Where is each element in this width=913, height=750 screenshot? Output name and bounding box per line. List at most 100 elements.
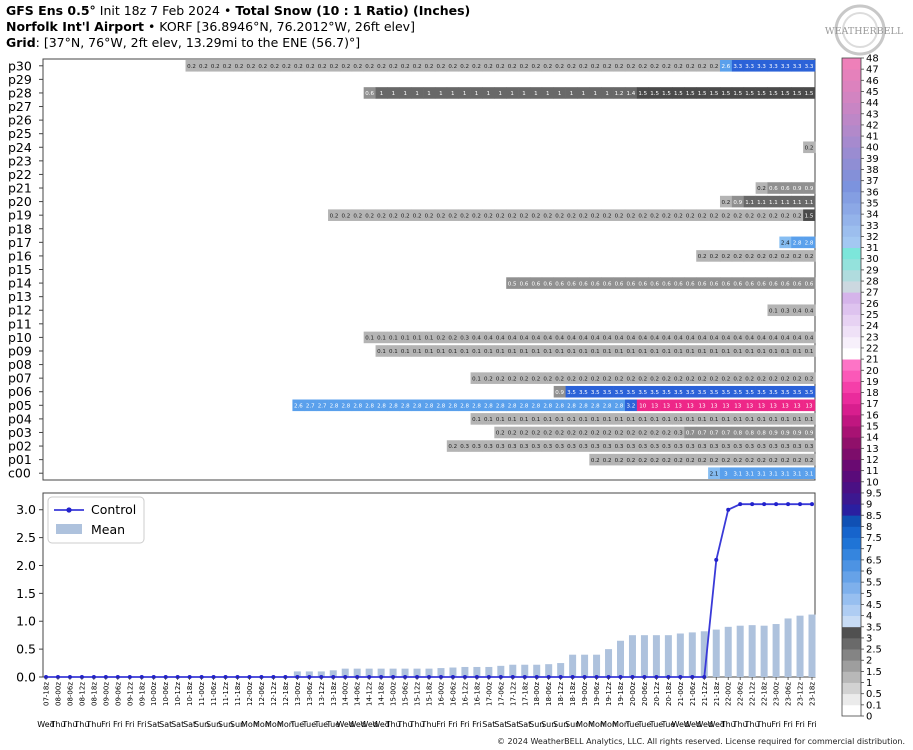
colorbar-swatch bbox=[842, 682, 861, 695]
cell-value: 0.1 bbox=[377, 349, 386, 355]
cell-value: 0.1 bbox=[472, 376, 481, 382]
cell-value: 0.1 bbox=[472, 417, 481, 423]
cell-value: 1.5 bbox=[722, 91, 731, 97]
heatmap-cell bbox=[719, 331, 733, 344]
heatmap-cell bbox=[506, 440, 519, 452]
heatmap-cell bbox=[803, 413, 816, 425]
colorbar-label: 15 bbox=[866, 422, 879, 433]
cell-value: 0.6 bbox=[520, 281, 529, 287]
heatmap-cell bbox=[458, 60, 471, 72]
cell-value: 0.3 bbox=[638, 444, 647, 450]
x-tick-label: 23-00z bbox=[773, 682, 781, 706]
heatmap-cell bbox=[672, 372, 685, 384]
heatmap-cell bbox=[589, 209, 602, 221]
cell-value: 0.2 bbox=[650, 64, 659, 70]
heatmap-cell bbox=[470, 331, 483, 344]
cell-value: 0.2 bbox=[615, 376, 624, 382]
cell-value: 0.2 bbox=[627, 376, 636, 382]
cell-value: 0.4 bbox=[722, 336, 731, 342]
mean-bar bbox=[521, 664, 529, 677]
heatmap-cell bbox=[494, 426, 507, 439]
cell-value: 1.2 bbox=[615, 91, 624, 97]
day-label: Tue bbox=[325, 720, 340, 729]
cell-value: 0.2 bbox=[532, 64, 541, 70]
cell-value: 0.2 bbox=[508, 213, 517, 219]
cell-value: 0.6 bbox=[543, 281, 552, 287]
cell-value: 2.8 bbox=[330, 404, 339, 410]
cell-value: 0.6 bbox=[757, 281, 766, 287]
heatmap-cell bbox=[577, 440, 590, 452]
heatmap-cell bbox=[434, 345, 448, 357]
row-label-c00: c00 bbox=[8, 466, 31, 481]
heatmap-cell bbox=[589, 87, 602, 99]
colorbar-label: 38 bbox=[866, 165, 879, 176]
cell-value: 0.2 bbox=[745, 376, 754, 382]
cell-value: 0.2 bbox=[401, 64, 410, 70]
cell-value: 0.6 bbox=[793, 281, 802, 287]
colorbar-swatch bbox=[842, 649, 861, 661]
colorbar-label: 42 bbox=[866, 120, 879, 131]
cell-value: 0.4 bbox=[757, 336, 766, 342]
heatmap-cell bbox=[553, 385, 566, 398]
cell-value: 0.2 bbox=[353, 64, 362, 70]
cell-value: 2.4 bbox=[781, 241, 790, 247]
heatmap-cell bbox=[577, 331, 590, 344]
cell-value: 0.2 bbox=[710, 254, 719, 260]
heatmap-cell bbox=[399, 87, 412, 99]
heatmap-cell bbox=[755, 385, 768, 398]
x-tick-label: 19-06z bbox=[593, 682, 601, 706]
cell-value: 0.2 bbox=[722, 254, 731, 260]
lower-frame bbox=[42, 492, 816, 678]
x-tick-label: 13-00z bbox=[294, 682, 302, 706]
heatmap-cell bbox=[719, 209, 733, 221]
day-label: Wed bbox=[708, 720, 725, 729]
cell-value: 0.2 bbox=[567, 213, 576, 219]
heatmap-cell bbox=[446, 345, 459, 357]
colorbar-label: 4.5 bbox=[866, 600, 882, 611]
heatmap-cell bbox=[601, 453, 614, 466]
heatmap-cell bbox=[743, 453, 756, 466]
cell-value: 0.2 bbox=[627, 213, 636, 219]
cell-value: 3.3 bbox=[769, 64, 778, 70]
heatmap-cell bbox=[601, 331, 614, 344]
colorbar-swatch bbox=[842, 147, 861, 159]
heatmap-cell bbox=[328, 209, 341, 221]
day-label: Thu bbox=[85, 720, 101, 729]
cell-value: 0.2 bbox=[389, 213, 398, 219]
colorbar-swatch bbox=[842, 426, 861, 438]
y-tick-label: 2.0 bbox=[16, 558, 36, 573]
heatmap-cell bbox=[494, 399, 507, 412]
mean-bar bbox=[736, 625, 744, 677]
heatmap-cell bbox=[660, 426, 673, 439]
cell-value: 0.2 bbox=[603, 458, 612, 464]
heatmap-cell bbox=[755, 87, 768, 99]
heatmap-cell bbox=[743, 413, 756, 425]
mean-bar bbox=[772, 624, 780, 677]
heatmap-cell bbox=[791, 277, 804, 289]
heatmap-cell bbox=[672, 87, 685, 99]
cell-value: 0.2 bbox=[520, 431, 529, 437]
cell-value: 1 bbox=[534, 91, 538, 97]
heatmap-cell bbox=[233, 60, 246, 72]
heatmap-cell bbox=[791, 87, 804, 99]
cell-value: 0.2 bbox=[769, 376, 778, 382]
heatmap-cell bbox=[541, 87, 555, 99]
cell-value: 0.3 bbox=[567, 444, 576, 450]
cell-value: 0.2 bbox=[603, 64, 612, 70]
cell-value: 2.8 bbox=[389, 404, 398, 410]
heatmap-cell bbox=[731, 413, 745, 425]
cell-value: 0.3 bbox=[603, 444, 612, 450]
colorbar-swatch bbox=[842, 626, 861, 639]
cell-value: 3.5 bbox=[722, 390, 731, 396]
x-tick-label: 13-06z bbox=[306, 682, 314, 706]
cell-value: 0.1 bbox=[638, 349, 647, 355]
cell-value: 13 bbox=[675, 404, 682, 410]
cell-value: 0.1 bbox=[520, 417, 529, 423]
heatmap-cell bbox=[696, 453, 709, 466]
heatmap-cell bbox=[779, 385, 792, 398]
heatmap-cell bbox=[624, 331, 638, 344]
heatmap-cell bbox=[601, 209, 614, 221]
cell-value: 0.6 bbox=[733, 281, 742, 287]
cell-value: 0.2 bbox=[710, 458, 719, 464]
heatmap-cell bbox=[719, 372, 733, 384]
